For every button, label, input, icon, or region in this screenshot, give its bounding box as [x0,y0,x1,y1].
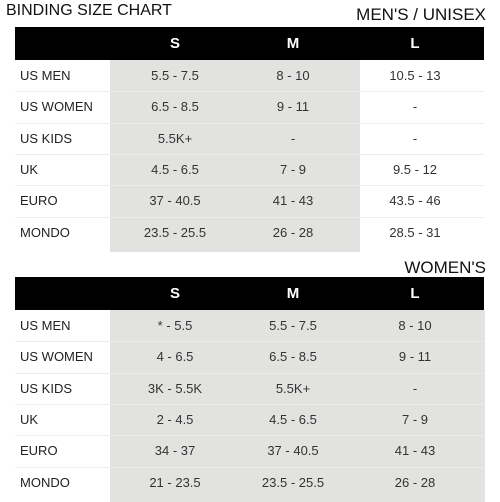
header-bar [15,27,484,60]
row-label: MONDO [20,474,70,490]
row-label: EURO [20,193,58,209]
row-label: UK [20,411,39,427]
row-label: US MEN [20,68,71,83]
size-cell: 5.5K+ [157,130,193,146]
table-title: WOMEN'S [404,258,486,277]
size-cell: 5.5 - 7.5 [151,68,199,83]
row-divider [15,403,484,405]
table-title: MEN'S / UNISEX [356,5,486,24]
size-cell: 9.5 - 12 [392,161,438,177]
row-label: US KIDS [20,380,73,396]
size-cell: 37 - 40.5 [149,193,201,209]
row-label: US KIDS [20,130,73,146]
size-cell: 26 - 28 [394,474,436,490]
size-cell: * - 5.5 [157,318,193,333]
size-cell: 7 - 9 [401,411,428,427]
size-cell: 4.5 - 6.5 [151,161,199,177]
size-cell: 26 - 28 [272,224,314,240]
column-header: M [286,285,300,302]
row-divider [15,466,484,468]
size-cell: 8 - 10 [276,68,310,83]
size-cell: 10.5 - 13 [389,68,441,83]
size-cell: 23.5 - 25.5 [143,224,207,240]
row-label: MONDO [20,224,70,240]
size-cell: 41 - 43 [272,193,314,209]
size-cell: 23.5 - 25.5 [261,474,325,490]
row-label: US MEN [20,318,71,333]
size-cell: 5.5 - 7.5 [269,318,317,333]
size-cell: 9 - 11 [398,349,432,365]
page-title: BINDING SIZE CHART [6,2,172,19]
row-divider [15,185,484,187]
size-cell: - [412,380,418,396]
size-cell: 37 - 40.5 [267,443,319,459]
size-cell: 6.5 - 8.5 [151,99,199,115]
size-cell: 7 - 9 [279,161,306,177]
size-cell: 4.5 - 6.5 [269,411,317,427]
size-cell: - [412,99,418,115]
size-cell: 9 - 11 [276,99,310,115]
row-divider [15,341,484,343]
row-label: US WOMEN [20,349,93,365]
size-cell: 34 - 37 [154,443,196,459]
size-cell: 8 - 10 [398,318,432,333]
size-cell: 4 - 6.5 [156,349,194,365]
row-label: US WOMEN [20,99,93,115]
row-divider [15,435,484,437]
row-divider [15,91,484,93]
header-bar [15,277,484,310]
column-header: L [410,35,420,52]
row-label: UK [20,161,39,177]
column-header: S [169,35,180,52]
row-label: EURO [20,443,58,459]
size-cell: 5.5K+ [275,380,311,396]
column-header: M [286,35,300,52]
size-cell: 41 - 43 [394,443,436,459]
size-cell: 3K - 5.5K [147,380,203,396]
column-header: S [169,285,180,302]
size-cell: 2 - 4.5 [156,411,194,427]
column-header: L [410,285,420,302]
row-divider [15,372,484,374]
row-divider [15,153,484,155]
row-divider [15,216,484,218]
size-cell: - [412,130,418,146]
row-divider [15,122,484,124]
size-cell: 6.5 - 8.5 [269,349,317,365]
size-cell: 21 - 23.5 [149,474,201,490]
size-cell: - [290,130,296,146]
size-cell: 43.5 - 46 [389,193,441,209]
size-cell: 28.5 - 31 [389,224,441,240]
